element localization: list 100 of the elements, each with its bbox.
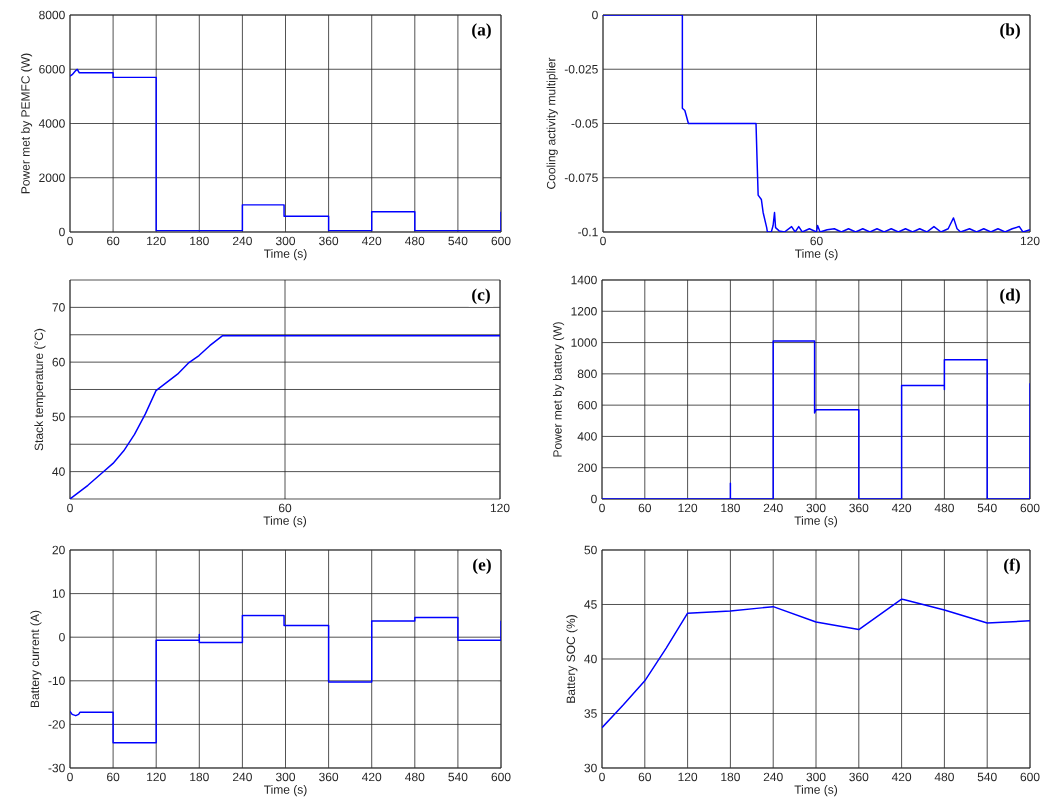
y-tick-label: 0 [59, 227, 65, 237]
x-axis-title: Time (s) [264, 785, 307, 797]
y-tick-label: 1400 [571, 275, 597, 285]
x-tick-label: 180 [190, 236, 209, 246]
y-tick-label: 70 [52, 303, 65, 312]
x-tick-label: 0 [599, 503, 605, 513]
y-tick-label: 40 [584, 654, 597, 664]
y-tick-label: 40 [52, 467, 65, 476]
x-tick-label: 600 [491, 236, 511, 246]
x-tick-label: 60 [810, 236, 823, 246]
y-tick-label: 2000 [39, 173, 65, 183]
annotation: (a) [472, 23, 491, 40]
y-axis-title: Cooling activity multiplier [546, 57, 558, 189]
y-tick-label: 600 [577, 400, 597, 410]
y-tick-label: -10 [48, 676, 65, 686]
x-tick-label: 540 [448, 772, 468, 782]
annotation: (f) [1004, 558, 1020, 575]
y-axis-title: Power met by battery (W) [552, 322, 565, 457]
y-axis-title: Stack temperature (°C) [34, 328, 46, 451]
x-tick-label: 60 [638, 503, 652, 513]
annotation: (e) [473, 558, 491, 575]
x-tick-label: 0 [599, 772, 605, 782]
line-series [70, 68, 501, 232]
y-tick-label: 0 [591, 494, 597, 504]
y-tick-label: -0.025 [564, 64, 598, 74]
x-tick-label: 480 [934, 503, 954, 513]
x-tick-label: 120 [147, 236, 166, 246]
y-tick-label: -0.1 [578, 227, 598, 237]
y-tick-label: 10 [52, 589, 65, 598]
x-tick-label: 540 [977, 503, 997, 513]
y-tick-label: 400 [577, 432, 597, 441]
y-tick-label: 0 [592, 10, 598, 20]
y-tick-label: 1200 [571, 307, 597, 316]
x-tick-label: 60 [638, 772, 652, 782]
x-tick-label: 540 [448, 236, 468, 246]
y-tick-label: 0 [59, 632, 65, 642]
y-tick-label: 35 [584, 709, 597, 718]
x-tick-label: 60 [107, 236, 120, 246]
y-tick-label: 45 [584, 600, 597, 609]
x-tick-label: 300 [806, 503, 826, 513]
x-tick-label: 0 [67, 772, 73, 782]
x-axis-title: Time (s) [794, 785, 838, 797]
x-axis-title: Time (s) [794, 516, 838, 528]
x-tick-label: 0 [67, 503, 73, 513]
annotation: (c) [472, 288, 490, 305]
x-axis-title: Time (s) [795, 249, 838, 261]
x-tick-label: 360 [319, 236, 339, 246]
x-tick-label: 60 [107, 772, 120, 782]
y-tick-label: -0.075 [564, 173, 598, 182]
y-tick-label: -0.05 [571, 119, 598, 128]
line-series [603, 15, 1031, 232]
x-tick-label: 120 [1020, 236, 1040, 246]
x-tick-label: 240 [763, 503, 783, 513]
x-tick-label: 240 [763, 772, 783, 782]
y-tick-label: 20 [52, 545, 65, 555]
x-tick-label: 360 [849, 772, 869, 782]
annotation: (b) [1000, 23, 1020, 40]
x-tick-label: 180 [190, 772, 209, 782]
x-tick-label: 540 [977, 772, 997, 782]
x-tick-label: 420 [891, 503, 912, 513]
x-tick-label: 480 [405, 772, 425, 782]
x-tick-label: 0 [600, 236, 606, 246]
x-tick-label: 120 [678, 772, 698, 782]
y-tick-label: 4000 [38, 119, 65, 128]
x-tick-label: 300 [806, 772, 826, 782]
x-axis-title: Time (s) [263, 516, 307, 528]
line-series [70, 614, 501, 744]
x-axis-title: Time (s) [264, 249, 307, 261]
x-tick-label: 240 [233, 772, 252, 782]
y-tick-label: 50 [52, 412, 65, 422]
line-series [602, 340, 1030, 499]
x-tick-label: 0 [67, 236, 73, 246]
y-tick-label: 800 [577, 369, 597, 379]
y-tick-label: 60 [52, 357, 65, 367]
y-tick-label: 200 [577, 463, 597, 472]
x-tick-label: 360 [319, 772, 339, 782]
x-tick-label: 480 [934, 772, 954, 782]
line-series [70, 335, 500, 499]
x-tick-label: 180 [721, 503, 740, 513]
x-tick-label: 480 [405, 236, 425, 246]
y-tick-label: 30 [584, 763, 597, 773]
x-tick-label: 180 [721, 772, 740, 782]
x-tick-label: 600 [1020, 772, 1040, 782]
y-tick-label: 50 [584, 545, 597, 555]
x-tick-label: 420 [361, 236, 382, 246]
x-tick-label: 300 [275, 772, 296, 782]
x-tick-label: 120 [147, 772, 166, 782]
line-series [602, 598, 1030, 729]
x-tick-label: 240 [233, 236, 252, 246]
y-axis-title: Battery current (A) [30, 610, 42, 708]
y-axis-title: Power met by PEMFC (W) [20, 53, 33, 194]
x-tick-label: 420 [361, 772, 382, 782]
y-tick-label: 1000 [571, 338, 597, 347]
y-axis-title: Battery SOC (%) [566, 615, 578, 703]
x-tick-label: 60 [278, 503, 292, 513]
y-tick-label: 8000 [39, 10, 65, 20]
y-tick-label: 6000 [39, 65, 65, 74]
x-tick-label: 120 [490, 503, 510, 513]
x-tick-label: 600 [1020, 503, 1040, 513]
y-tick-label: -30 [48, 763, 65, 773]
